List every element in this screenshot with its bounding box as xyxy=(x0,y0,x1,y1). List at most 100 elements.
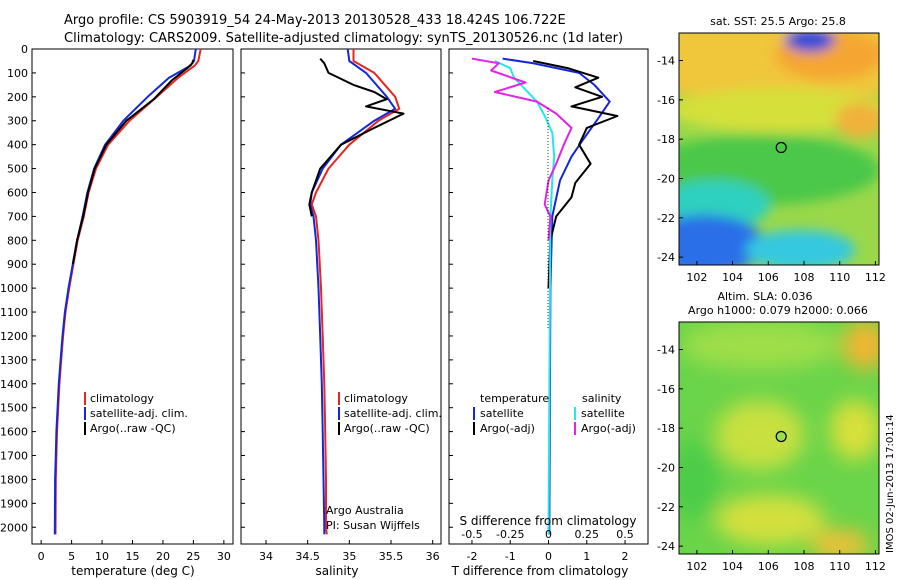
salinity-axes: 34 34.5 35 35.5 36 xyxy=(241,48,440,563)
x-tick-label-T: 0 xyxy=(545,550,552,563)
map-y-tick-label: -18 xyxy=(657,422,675,435)
sst-yellow-band xyxy=(679,88,879,132)
difference-xlabel: T difference from climatology xyxy=(451,564,629,578)
legend-label-temp-satellite: satellite xyxy=(480,407,524,420)
sst-map-frame xyxy=(678,32,880,266)
temperature-xlabel: temperature (deg C) xyxy=(71,564,194,578)
x-tick-label-T: 2 xyxy=(622,550,629,563)
x-tick-label-S: 0.25 xyxy=(575,528,600,541)
legend-label-satellite: satellite-adj. clim. xyxy=(90,407,188,420)
x-tick-label: 36 xyxy=(426,550,440,563)
y-tick-label: 1400 xyxy=(0,378,28,391)
legend-label-climatology: climatology xyxy=(90,392,154,405)
sst-orange-east xyxy=(835,102,879,138)
sst-blue-southwest xyxy=(679,215,765,265)
sst-map-title: sat. SST: 25.5 Argo: 25.8 xyxy=(710,15,846,28)
y-tick-label: 1500 xyxy=(0,402,28,415)
sst-blue-north-corner xyxy=(785,33,835,52)
sla-map-title: Altim. SLA: 0.036 xyxy=(717,290,812,303)
y-tick-label: 1200 xyxy=(0,330,28,343)
x-tick-label: 34.5 xyxy=(295,550,320,563)
difference-series-1 xyxy=(532,60,619,289)
map-x-tick-label: 110 xyxy=(829,560,850,573)
x-tick-label: 35.5 xyxy=(379,550,404,563)
map-y-tick-label: -18 xyxy=(657,133,675,146)
map-x-tick-label: 108 xyxy=(794,560,815,573)
sla-map-axes: 102 104 106 108 110 112 -14 -16 -18 -20 -22 -24 xyxy=(657,344,886,573)
sla-map-subtitle: Argo h1000: 0.079 h2000: 0.066 xyxy=(688,304,868,317)
salinity-series xyxy=(308,48,405,535)
x-tick-label-T: -2 xyxy=(466,550,477,563)
sla-yellow-south xyxy=(715,495,825,545)
sst-map-field xyxy=(679,33,879,265)
header-line-2: Climatology: CARS2009. Satellite-adjuste… xyxy=(64,31,623,46)
map-y-tick-label: -22 xyxy=(657,212,675,225)
y-tick-label: 700 xyxy=(7,210,28,223)
y-tick-label: 1800 xyxy=(0,473,28,486)
sla-green-west xyxy=(679,440,720,520)
sst-argo-marker xyxy=(775,141,787,154)
y-tick-label: 100 xyxy=(7,67,28,80)
salinity-xlabel: salinity xyxy=(315,564,358,578)
y-tick-label: 200 xyxy=(7,91,28,104)
map-y-tick-label: -14 xyxy=(657,344,675,357)
map-x-tick-label: 112 xyxy=(865,560,886,573)
sla-yellow-east xyxy=(830,400,879,460)
y-tick-label: 1300 xyxy=(0,354,28,367)
temperature-axes: 0100200300400500600700800900100011001200… xyxy=(0,43,231,563)
y-tick-label: 0 xyxy=(21,43,28,56)
x-tick-label: 20 xyxy=(156,550,170,563)
sst-map xyxy=(679,33,879,265)
legend-label-temp-argo: Argo(-adj) xyxy=(480,422,535,435)
map-y-tick-label: -20 xyxy=(657,461,675,474)
temperature-series xyxy=(53,48,202,535)
difference-series xyxy=(471,57,619,535)
x-tick-label: 10 xyxy=(95,550,109,563)
map-x-tick-label: 102 xyxy=(686,560,707,573)
sla-light-north xyxy=(680,322,840,370)
temperature-panel xyxy=(31,48,234,545)
imos-stamp: IMOS 02-Jun-2013 17:01:14 xyxy=(885,414,896,553)
x-tick-label: 34 xyxy=(259,550,273,563)
x-tick-label: 25 xyxy=(186,550,200,563)
difference-xlabel-top: S difference from climatology xyxy=(460,514,637,528)
difference-series-2 xyxy=(494,60,556,535)
difference-axes: -2 -1 0 1 2 -0.5 -0.25 0 0.25 0.5 xyxy=(449,48,634,563)
map-y-tick-label: -24 xyxy=(657,540,675,553)
difference-legend: temperature satellite Argo(-adj) salinit… xyxy=(473,392,636,435)
legend-label-climatology: climatology xyxy=(344,392,408,405)
y-tick-label: 1000 xyxy=(0,282,28,295)
sla-orange-southeast xyxy=(810,530,870,554)
map-x-tick-label: 104 xyxy=(722,271,743,284)
salinity-series-2 xyxy=(308,57,405,217)
temperature-legend: climatology satellite-adj. clim. Argo(..… xyxy=(84,392,188,435)
x-tick-label-S: 0.5 xyxy=(616,528,634,541)
x-tick-label: 30 xyxy=(217,550,231,563)
map-x-tick-label: 112 xyxy=(865,271,886,284)
legend-label-argo: Argo(..raw -QC) xyxy=(90,422,176,435)
legend-label-sal-argo: Argo(-adj) xyxy=(581,422,636,435)
map-y-tick-label: -24 xyxy=(657,251,675,264)
y-tick-label: 400 xyxy=(7,139,28,152)
salinity-annotation-2: PI: Susan Wijffels xyxy=(326,519,420,532)
map-x-tick-label: 110 xyxy=(829,271,850,284)
sla-yellow-center xyxy=(715,400,805,470)
map-x-tick-label: 108 xyxy=(794,271,815,284)
map-y-tick-label: -22 xyxy=(657,501,675,514)
y-tick-label: 2000 xyxy=(0,521,28,534)
x-tick-label: 5 xyxy=(68,550,75,563)
map-x-tick-label: 104 xyxy=(722,560,743,573)
sla-argo-marker xyxy=(775,430,787,443)
sla-map xyxy=(679,322,879,554)
sla-map-field xyxy=(679,322,879,554)
salinity-legend: climatology satellite-adj. clim. Argo(..… xyxy=(338,392,442,435)
map-y-tick-label: -20 xyxy=(657,172,675,185)
sst-map-axes: 102 104 106 108 110 112 -14 -16 -18 -20 -22 -24 xyxy=(657,55,886,284)
legend-title-salinity: salinity xyxy=(582,392,622,405)
y-tick-label: 800 xyxy=(7,234,28,247)
sst-cyan-south xyxy=(745,230,855,265)
salinity-annotation-1: Argo Australia xyxy=(326,504,404,517)
map-y-tick-label: -14 xyxy=(657,55,675,68)
y-tick-label: 1900 xyxy=(0,497,28,510)
